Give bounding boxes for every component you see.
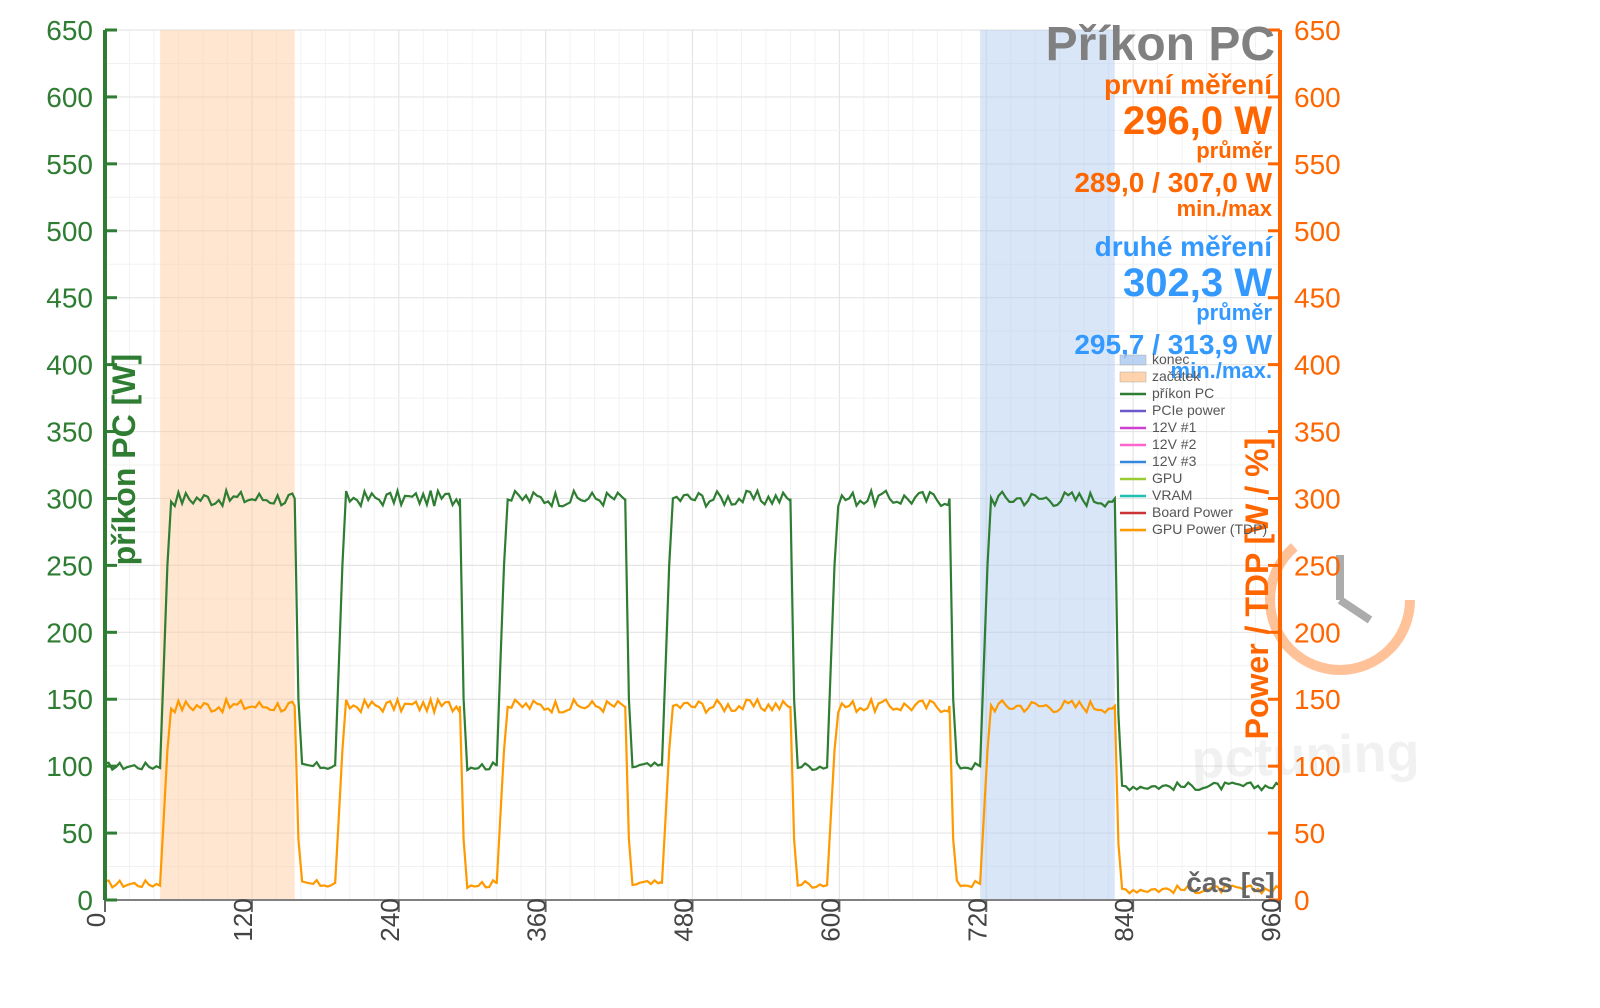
ytick-right: 300 xyxy=(1294,483,1341,514)
legend-item: Board Power xyxy=(1152,504,1233,520)
xtick: 360 xyxy=(522,898,552,941)
measurement-value-1: 302,3 W xyxy=(1123,261,1272,305)
legend-item: 12V #1 xyxy=(1152,419,1197,435)
legend-item: GPU Power (TDP) xyxy=(1152,521,1267,537)
legend-item: konec xyxy=(1152,351,1189,367)
ytick-right: 150 xyxy=(1294,684,1341,715)
ytick-right: 500 xyxy=(1294,216,1341,247)
ytick-left: 250 xyxy=(46,550,93,581)
measurement-avg-label-1: průměr xyxy=(1196,300,1272,325)
xtick: 960 xyxy=(1256,898,1286,941)
ytick-left: 400 xyxy=(46,350,93,381)
ytick-left: 500 xyxy=(46,216,93,247)
ytick-left: 350 xyxy=(46,417,93,448)
ytick-right: 200 xyxy=(1294,617,1341,648)
xtick: 480 xyxy=(669,898,699,941)
ytick-right: 450 xyxy=(1294,283,1341,314)
ytick-left: 450 xyxy=(46,283,93,314)
ytick-right: 650 xyxy=(1294,15,1341,46)
xtick: 120 xyxy=(228,898,258,941)
x-axis-label: čas [s] xyxy=(1186,867,1275,898)
ytick-right: 50 xyxy=(1294,818,1325,849)
xtick: 600 xyxy=(815,898,845,941)
ytick-right: 250 xyxy=(1294,550,1341,581)
power-chart: pctuning00505010010015015020020025025030… xyxy=(0,0,1600,1008)
right-axis-label: Power / TDP [W / %] xyxy=(1239,438,1275,740)
ytick-right: 100 xyxy=(1294,751,1341,782)
legend-item: VRAM xyxy=(1152,487,1192,503)
ytick-left: 100 xyxy=(46,751,93,782)
legend-item: začátek xyxy=(1152,368,1201,384)
ytick-left: 650 xyxy=(46,15,93,46)
xtick: 720 xyxy=(962,898,992,941)
ytick-left: 50 xyxy=(62,818,93,849)
highlight-konec xyxy=(980,30,1115,900)
measurement-heading-1: druhé měření xyxy=(1095,231,1274,262)
xtick: 0 xyxy=(81,913,111,927)
measurement-minmax-0: 289,0 / 307,0 W xyxy=(1074,167,1272,198)
measurement-minmax-label-0: min./max xyxy=(1177,196,1273,221)
highlight-začátek xyxy=(160,30,295,900)
ytick-left: 0 xyxy=(77,885,93,916)
left-axis-label: příkon PC [W] xyxy=(106,354,142,566)
ytick-left: 600 xyxy=(46,82,93,113)
ytick-left: 300 xyxy=(46,483,93,514)
ytick-left: 150 xyxy=(46,684,93,715)
ytick-left: 550 xyxy=(46,149,93,180)
ytick-right: 0 xyxy=(1294,885,1310,916)
ytick-right: 350 xyxy=(1294,417,1341,448)
ytick-right: 550 xyxy=(1294,149,1341,180)
legend-item: 12V #3 xyxy=(1152,453,1197,469)
ytick-right: 600 xyxy=(1294,82,1341,113)
measurement-value-0: 296,0 W xyxy=(1123,99,1272,143)
legend-item: PCIe power xyxy=(1152,402,1225,418)
ytick-right: 400 xyxy=(1294,350,1341,381)
chart-title: Příkon PC xyxy=(1046,18,1275,71)
measurement-heading-0: první měření xyxy=(1104,69,1273,100)
legend-item: GPU xyxy=(1152,470,1182,486)
ytick-left: 200 xyxy=(46,617,93,648)
legend-item: 12V #2 xyxy=(1152,436,1197,452)
measurement-avg-label-0: průměr xyxy=(1196,138,1272,163)
xtick: 840 xyxy=(1109,898,1139,941)
legend-item: příkon PC xyxy=(1152,385,1214,401)
xtick: 240 xyxy=(375,898,405,941)
